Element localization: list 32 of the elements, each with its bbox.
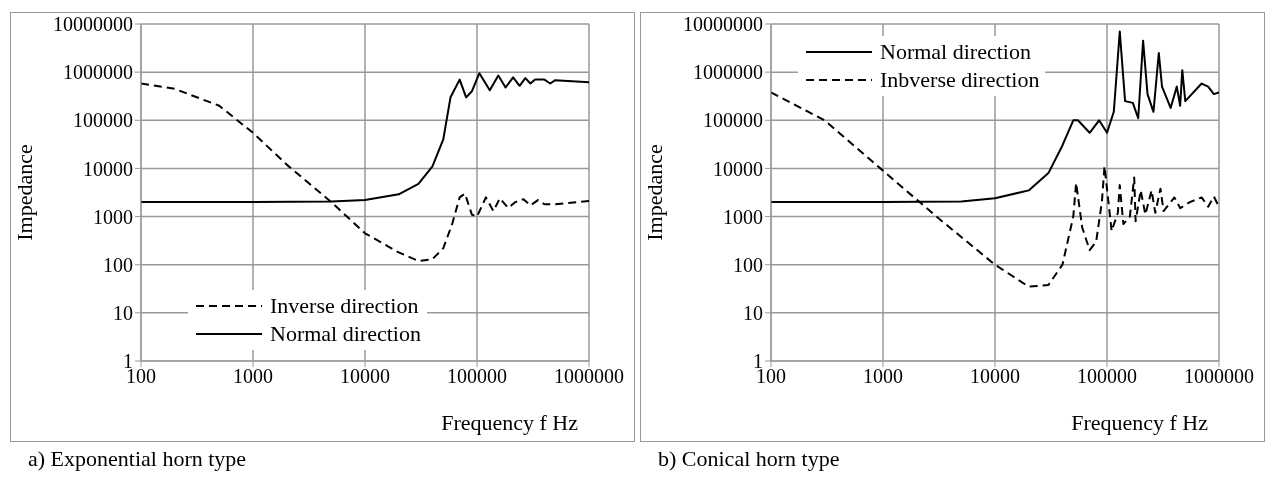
y-tick-label: 10 [113,301,133,324]
x-tick-label: 1000 [233,365,273,388]
x-tick-label: 10000 [970,365,1020,388]
y-tick-label: 1000000 [63,61,133,84]
x-axis-title: Frequency f Hz [441,410,578,436]
x-axis-title: Frequency f Hz [1071,410,1208,436]
y-tick-label: 100 [733,253,763,276]
x-tick-label: 100000 [447,365,507,388]
y-tick-label: 1000 [93,205,133,228]
legend-label: Inverse direction [270,292,419,320]
y-tick-label: 10000 [713,157,763,180]
x-tick-label: 1000000 [554,365,624,388]
x-tick-label: 1000000 [1184,365,1254,388]
y-tick-label: 10000 [83,157,133,180]
text: b) Conical horn type [658,446,840,472]
y-axis-title: Impedance [641,144,667,241]
y-tick-label: 1000000 [693,61,763,84]
y-tick-label: 100000 [703,109,763,132]
y-tick-label: 10000000 [53,13,133,36]
x-tick-label: 100000 [1077,365,1137,388]
text: a) Exponential horn type [28,446,247,472]
y-tick-label: 10 [743,301,763,324]
x-tick-label: 10000 [340,365,390,388]
y-axis-title: Impedance [11,144,37,241]
legend-label: Normal direction [880,38,1031,66]
y-tick-label: 10000000 [683,13,763,36]
y-tick-label: 100 [103,253,133,276]
y-tick-label: 100000 [73,109,133,132]
legend-label: Inbverse direction [880,66,1040,94]
y-tick-label: 1000 [723,205,763,228]
legend-label: Normal direction [270,320,421,348]
x-tick-label: 1000 [863,365,903,388]
